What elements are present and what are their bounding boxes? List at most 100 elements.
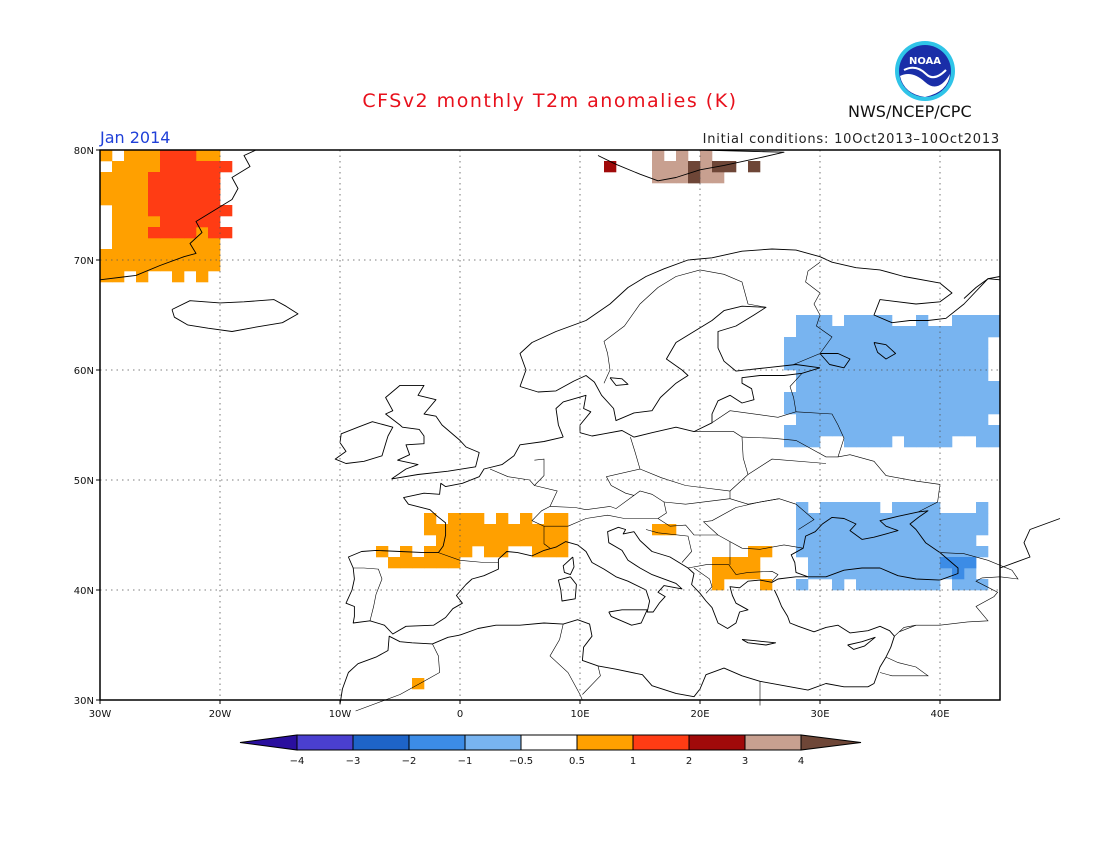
colorbar: −4 −3 −2 −1 −0.5 0.5 1 2 3 4 xyxy=(239,734,862,767)
anomaly-fills xyxy=(100,150,1001,690)
border-21 xyxy=(894,624,917,637)
colorbar-swatch xyxy=(576,734,634,751)
border-7 xyxy=(663,491,731,505)
border-22 xyxy=(879,656,929,677)
initial-conditions-label: Initial conditions: 10Oct2013–10Oct2013 xyxy=(702,132,1000,147)
colorbar-label: 1 xyxy=(630,756,636,767)
chart-title: CFSv2 monthly T2m anomalies (K) xyxy=(362,90,738,112)
colorbar-label: 0.5 xyxy=(569,756,585,767)
anomaly-region-6 xyxy=(412,678,425,690)
lon-tick-label: 20W xyxy=(209,709,232,720)
lon-tick-label: 10E xyxy=(570,709,589,720)
border-3 xyxy=(534,458,545,486)
border-16 xyxy=(747,458,827,475)
lon-tick-label: 30W xyxy=(89,709,112,720)
border-24 xyxy=(355,643,440,712)
caspian-coast xyxy=(999,518,1061,569)
jutland-coast xyxy=(555,394,592,438)
axis-ticks: 30W 20W 10W 0 10E 20E 30E 40E 30N 40N 50N 60N 70N 80N xyxy=(74,146,950,720)
border-10 xyxy=(687,564,779,582)
country-borders xyxy=(353,261,1019,712)
anomaly-region-4 xyxy=(652,524,677,536)
agency-label: NWS/NCEP/CPC xyxy=(848,102,972,121)
noaa-logo-icon: NOAA xyxy=(895,41,955,101)
lat-tick-label: 70N xyxy=(74,256,94,267)
colorbar-swatch xyxy=(520,734,578,751)
ireland-coast xyxy=(334,421,394,464)
lon-tick-label: 20E xyxy=(690,709,709,720)
colorbar-swatch xyxy=(632,734,690,751)
map-frame xyxy=(99,149,1001,701)
iceland-coast xyxy=(171,299,299,332)
month-label: Jan 2014 xyxy=(100,128,171,147)
border-15 xyxy=(741,436,941,513)
gulf-bothnia-coast xyxy=(519,305,821,422)
lat-tick-label: 60N xyxy=(74,366,94,377)
sardinia-coast xyxy=(557,576,577,602)
border-8 xyxy=(657,518,804,550)
lat-tick-label: 40N xyxy=(74,586,94,597)
svalbard-coast xyxy=(597,149,785,182)
colorbar-label: −1 xyxy=(458,756,473,767)
colorbar-label: 2 xyxy=(686,756,692,767)
lake-vanern xyxy=(609,377,629,386)
colorbar-swatch xyxy=(688,734,746,751)
colorbar-label: −3 xyxy=(346,756,361,767)
baltic-coast xyxy=(579,367,821,438)
lake-onega xyxy=(873,342,897,360)
lon-tick-label: 0 xyxy=(457,709,463,720)
north-africa-coast xyxy=(339,619,868,705)
novaya-zemlya-coast xyxy=(963,278,1001,299)
anomaly-region-3 xyxy=(376,546,461,569)
turkey-south-coast xyxy=(773,589,895,688)
border-19 xyxy=(603,269,767,384)
border-13 xyxy=(645,529,692,563)
colorbar-swatch xyxy=(296,734,354,751)
anomaly-region-7 xyxy=(604,161,617,173)
border-26 xyxy=(582,665,601,695)
border-1 xyxy=(353,567,383,621)
crete-coast xyxy=(741,639,777,646)
coastlines xyxy=(99,149,1061,705)
colorbar-label: 3 xyxy=(742,756,748,767)
lat-tick-label: 30N xyxy=(74,696,94,707)
colorbar-arrow-low xyxy=(239,734,298,751)
border-9 xyxy=(729,498,815,530)
colorbar-label: −4 xyxy=(290,756,305,767)
lon-tick-label: 30E xyxy=(810,709,829,720)
cyprus-coast xyxy=(847,636,876,650)
lat-tick-label: 80N xyxy=(74,146,94,157)
colorbar-swatch xyxy=(408,734,466,751)
border-6 xyxy=(639,431,749,492)
lat-tick-label: 50N xyxy=(74,476,94,487)
border-11 xyxy=(693,567,713,594)
anomaly-region-10 xyxy=(784,315,1001,448)
border-5 xyxy=(605,437,641,496)
lake-ladoga xyxy=(819,353,851,369)
logo-text: NOAA xyxy=(909,56,941,67)
border-27 xyxy=(702,498,780,536)
colorbar-label: −0.5 xyxy=(509,756,533,767)
border-0 xyxy=(438,552,499,563)
border-18 xyxy=(793,261,833,365)
corsica-sardinia-coast xyxy=(562,556,575,576)
gridlines xyxy=(100,150,1000,700)
lon-tick-label: 40E xyxy=(930,709,949,720)
greenland-coast xyxy=(99,149,257,281)
colorbar-label: −2 xyxy=(402,756,417,767)
colorbar-arrow-high xyxy=(800,734,862,751)
scandinavia-coast xyxy=(519,248,1001,387)
anomaly-region-5 xyxy=(712,546,773,591)
border-25 xyxy=(549,624,583,701)
border-17 xyxy=(795,411,845,457)
colorbar-swatch xyxy=(744,734,802,751)
westeurope-coast xyxy=(345,436,808,635)
black-sea-coast xyxy=(790,510,959,581)
lon-tick-label: 10W xyxy=(329,709,352,720)
sicily-coast xyxy=(608,609,648,626)
anomaly-region-2 xyxy=(424,513,569,558)
uk-coast xyxy=(385,384,480,480)
colorbar-swatch xyxy=(464,734,522,751)
colorbar-label: 4 xyxy=(798,756,804,767)
